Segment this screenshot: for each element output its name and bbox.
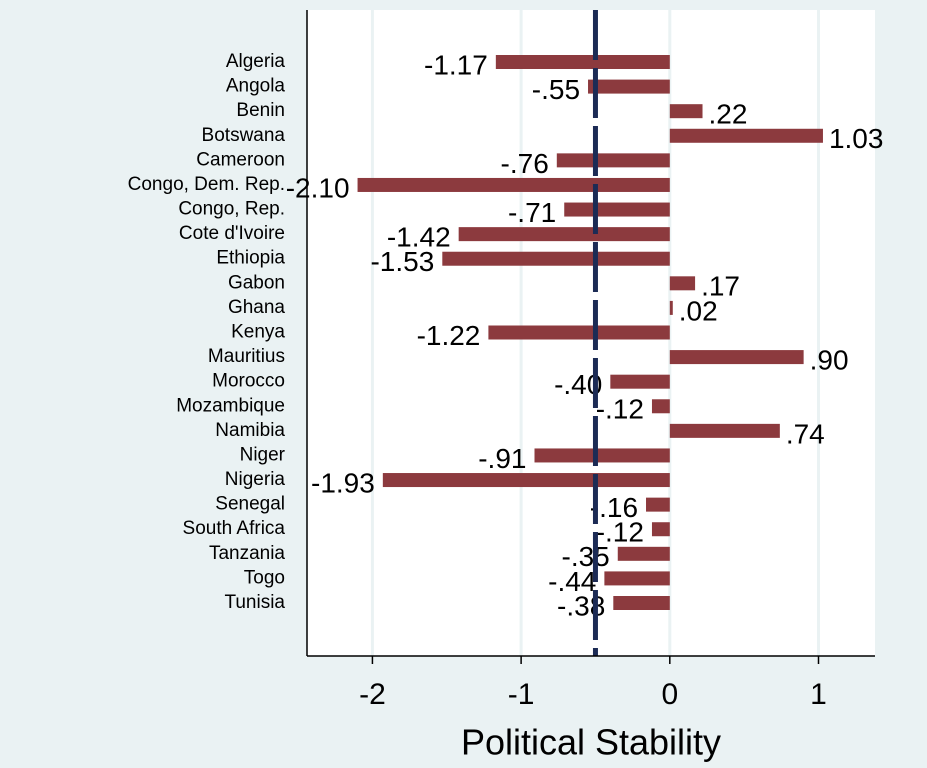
value-label: -.91 [478,443,526,474]
y-tick-label: Algeria [226,51,286,72]
x-tick-label: 1 [810,678,827,711]
bar [669,300,673,315]
bar [357,177,670,192]
y-tick-label: Mauritius [208,346,285,367]
value-label: .02 [679,295,718,326]
bar [556,153,670,168]
y-tick-label: Kenya [231,322,285,343]
bar [488,325,670,340]
value-label: -.12 [596,517,644,548]
value-label: -1.17 [424,49,488,80]
y-tick-label: Congo, Dem. Rep. [128,174,285,195]
x-tick-label: -1 [508,678,535,711]
y-tick-label: South Africa [183,518,286,539]
y-tick-label: Mozambique [176,395,285,416]
value-label: -.55 [532,74,580,105]
bar [669,350,804,365]
x-tick-label: -2 [359,678,386,711]
y-tick-label: Tanzania [209,543,285,564]
y-tick-label: Senegal [215,494,285,515]
value-label: -2.10 [286,172,350,203]
y-tick-label: Angola [226,76,286,97]
bar [651,399,670,414]
value-label: -.76 [501,148,549,179]
bar [458,227,670,242]
y-tick-label: Benin [236,100,285,121]
value-label: -.12 [596,394,644,425]
bar [564,202,670,217]
y-tick-label: Togo [244,567,285,588]
value-label: -.71 [508,197,556,228]
bar [613,596,670,610]
bar [534,448,670,463]
value-label: .74 [786,418,825,449]
value-label: -.44 [548,566,596,597]
value-label: 1.03 [829,123,884,154]
value-label: -.38 [557,590,605,621]
y-tick-label: Ethiopia [216,248,285,269]
bar [617,546,670,561]
value-label: -1.93 [311,467,375,498]
bar [669,423,780,438]
bar [646,497,670,512]
bar [651,522,670,537]
value-label: .90 [810,344,849,375]
y-tick-label: Namibia [215,420,285,441]
bar [604,571,670,586]
bar [382,473,670,488]
y-tick-label: Niger [240,444,286,465]
y-tick-label: Cote d'Ivoire [179,223,285,244]
value-label: -.35 [562,541,610,572]
bar [610,374,670,389]
bar [669,104,703,119]
bar [588,79,670,94]
bar [442,251,670,266]
bar [495,55,670,69]
y-tick-label: Tunisia [224,592,285,613]
bar [669,276,696,291]
bar [669,128,823,143]
x-axis-title: Political Stability [461,722,721,763]
y-tick-label: Gabon [228,272,285,293]
value-label: -1.42 [387,222,451,253]
y-tick-label: Cameroon [196,149,285,170]
y-tick-label: Ghana [228,297,285,318]
value-label: .22 [709,99,748,130]
value-label: -1.22 [417,320,481,351]
value-label: -1.53 [370,246,434,277]
y-tick-label: Morocco [212,371,285,392]
y-tick-label: Botswana [202,125,286,146]
y-tick-label: Nigeria [225,469,286,490]
y-tick-label: Congo, Rep. [178,199,285,220]
x-tick-label: 0 [661,678,678,711]
value-label: .17 [701,271,740,302]
